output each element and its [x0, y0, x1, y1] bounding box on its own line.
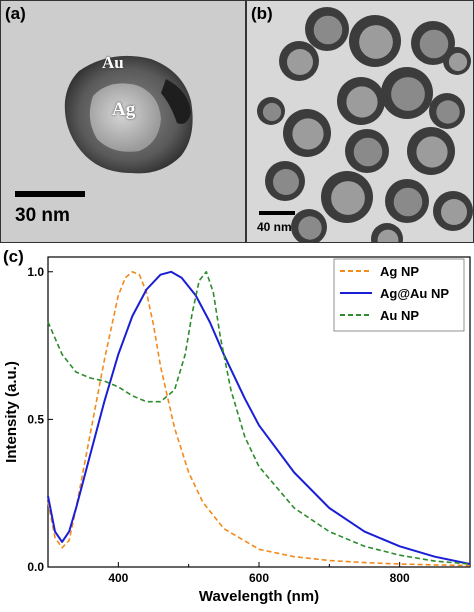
y-tick-label: 0.0 [27, 560, 44, 574]
legend-box [333, 258, 465, 332]
spectra-chart: (c) 400 600 800 0.0 0.5 1.0 Wavelength (nm) Int… [0, 243, 474, 607]
nanoparticle [345, 129, 389, 173]
series-line-1 [47, 270, 471, 565]
scale-bar-b [259, 211, 295, 215]
y-tick-label: 0.5 [27, 412, 44, 426]
tem-image-particle-field: (b) 40 nm [246, 0, 474, 243]
x-tick-label: 800 [390, 571, 410, 585]
legend-entry: Ag NP [380, 264, 419, 279]
panel-b-label: (b) [251, 4, 273, 23]
tem-image-single-particle: Au Ag (a) 30 nm [0, 0, 246, 243]
nanoparticle [433, 191, 473, 231]
panel-c-label: (c) [3, 247, 24, 266]
nanoparticle [257, 97, 285, 125]
x-tick-label: 400 [108, 571, 128, 585]
x-axis-label: Wavelength (nm) [199, 588, 319, 605]
nanoparticle [371, 223, 403, 242]
y-tick-label: 1.0 [27, 265, 44, 279]
nanoparticle [337, 77, 385, 125]
scale-bar-a-label: 30 nm [15, 205, 70, 226]
nanoparticle [429, 93, 465, 129]
nanoparticle [321, 171, 373, 223]
particle-field-drawing [257, 7, 473, 242]
scale-bar-b-label: 40 nm [257, 220, 292, 234]
nanoparticle [411, 21, 455, 65]
ag-core-label: Ag [112, 99, 136, 120]
single-particle-drawing [64, 55, 193, 174]
nanoparticle [349, 15, 401, 67]
ag-core [89, 83, 161, 152]
x-tick-label: 600 [249, 571, 269, 585]
nanoparticle [283, 109, 331, 157]
shell-dark-edge [161, 79, 191, 124]
legend-entry: Ag@Au NP [380, 286, 449, 301]
nanoparticle [291, 209, 327, 242]
legend-entry: Au NP [380, 308, 419, 323]
panel-a-label: (a) [5, 4, 26, 23]
nanoparticle [305, 7, 349, 51]
nanoparticle [381, 67, 433, 119]
nanoparticle [279, 41, 319, 81]
nanoparticle [385, 179, 429, 223]
nanoparticle [265, 161, 305, 201]
spectra-plot: 400 600 800 0.0 0.5 1.0 Wavelength (nm) Intensi… [3, 256, 471, 605]
scale-bar-a [15, 191, 85, 197]
y-axis-label: Intensity (a.u.) [3, 361, 20, 463]
au-shell-label: Au [102, 53, 124, 72]
nanoparticle [443, 47, 471, 75]
nanoparticle [407, 127, 455, 175]
